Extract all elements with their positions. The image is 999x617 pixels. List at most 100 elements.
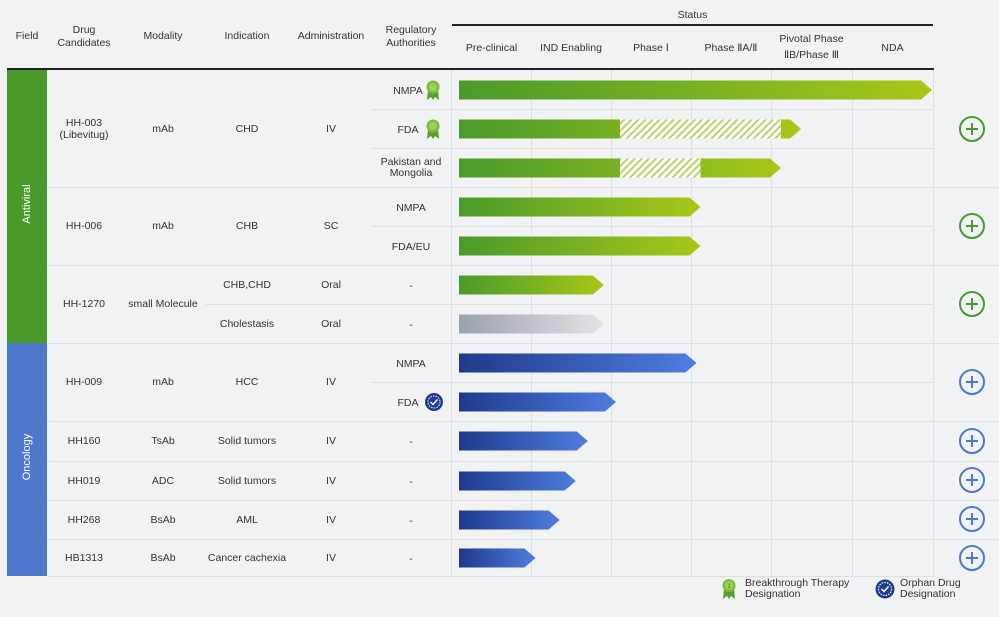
drug-administration: IV xyxy=(326,474,336,487)
drug-administration: SC xyxy=(323,219,339,232)
drug-name: HH160 xyxy=(67,435,101,448)
drug-name: HB1313 xyxy=(65,551,103,564)
pipeline-bar xyxy=(459,471,576,491)
breakthrough-icon: 1 xyxy=(722,579,736,599)
grid-stage-divider xyxy=(691,70,692,576)
grid-stage-divider xyxy=(852,70,853,576)
pipeline-bar-shape xyxy=(459,80,932,100)
expand-hh-003-button[interactable] xyxy=(959,116,985,142)
grid-col-divider xyxy=(451,70,452,576)
regulatory-authority-label: FDA xyxy=(398,124,419,136)
pipeline-bar-shape xyxy=(459,353,697,373)
pipeline-bar xyxy=(459,80,932,100)
drug-indication: AML xyxy=(236,513,258,526)
pipeline-bar xyxy=(459,119,802,139)
pipeline-bar-shape xyxy=(459,548,536,568)
subrow-divider xyxy=(206,304,933,305)
drug-name: HH268 xyxy=(67,513,101,526)
regulatory-authority-label: - xyxy=(409,436,413,448)
expand-hh-1270-button[interactable] xyxy=(959,291,985,317)
drug-modality: BsAb xyxy=(150,551,176,564)
field-band-antiviral: Antiviral xyxy=(7,70,47,343)
stage-header: Phase ⅡA/Ⅱ xyxy=(704,42,758,54)
orphan-drug-badge-icon xyxy=(425,393,443,411)
pipeline-bar-hatch xyxy=(620,119,781,139)
field-band-oncology: Oncology xyxy=(7,343,47,576)
drug-indication: CHB xyxy=(235,219,259,232)
drug-administration: Oral xyxy=(321,278,341,291)
svg-text:1: 1 xyxy=(727,584,731,590)
pipeline-bar-shape xyxy=(459,392,616,412)
regulatory-authority-label: FDA/EU xyxy=(392,241,431,253)
drug-modality: BsAb xyxy=(150,513,176,526)
header-field: Field xyxy=(15,30,39,42)
regulatory-authority-label: - xyxy=(409,553,413,565)
expand-hh268-button[interactable] xyxy=(959,506,985,532)
regulatory-authority-label: - xyxy=(409,515,413,527)
group-divider xyxy=(47,421,999,422)
legend-orphan-label: Orphan Drug Designation xyxy=(900,577,961,601)
pipeline-bar-shape xyxy=(459,314,604,334)
breakthrough-badge-icon xyxy=(426,119,440,139)
header-administration: Administration xyxy=(297,30,365,42)
drug-name: HH019 xyxy=(67,474,101,487)
expand-hh160-button[interactable] xyxy=(959,428,985,454)
header-modality: Modality xyxy=(143,30,183,42)
group-divider xyxy=(47,187,999,188)
group-divider xyxy=(47,576,934,577)
breakthrough-badge-icon xyxy=(426,80,440,100)
regulatory-authority-label: NMPA xyxy=(396,358,426,370)
drug-modality: mAb xyxy=(152,219,174,232)
drug-modality: mAb xyxy=(152,122,174,135)
pipeline-bar xyxy=(459,548,536,568)
regulatory-authority-label: - xyxy=(409,280,413,292)
drug-name: HH-1270 xyxy=(62,297,106,310)
pipeline-bar-shape xyxy=(459,197,701,217)
drug-administration: IV xyxy=(326,551,336,564)
drug-modality: mAb xyxy=(152,375,174,388)
grid-stage-divider xyxy=(611,70,612,576)
status-underline xyxy=(452,24,933,26)
stage-header: NDA xyxy=(881,42,904,54)
group-divider xyxy=(47,500,999,501)
expand-hh019-button[interactable] xyxy=(959,467,985,493)
regulatory-authority-label: NMPA xyxy=(396,202,426,214)
group-divider xyxy=(47,461,999,462)
expand-hh-006-button[interactable] xyxy=(959,213,985,239)
expand-hb1313-button[interactable] xyxy=(959,545,985,571)
drug-administration: IV xyxy=(326,513,336,526)
regulatory-authority-label: - xyxy=(409,319,413,331)
pipeline-bar xyxy=(459,314,604,334)
drug-indication: Solid tumors xyxy=(217,435,277,448)
subrow-divider xyxy=(372,148,933,149)
drug-administration: Oral xyxy=(321,317,341,330)
drug-modality: small Molecule xyxy=(128,297,198,310)
drug-administration: IV xyxy=(326,435,336,448)
pipeline-bar-hatch xyxy=(620,158,701,178)
pipeline-bar xyxy=(459,236,701,256)
pipeline-bar-shape xyxy=(459,431,588,451)
drug-name: HH-009 xyxy=(65,375,103,388)
grid-col-divider xyxy=(933,70,934,576)
drug-modality: ADC xyxy=(151,474,175,487)
header-status: Status xyxy=(677,9,708,21)
pipeline-bar-shape xyxy=(459,236,701,256)
subrow-divider xyxy=(372,109,933,110)
expand-hh-009-button[interactable] xyxy=(959,369,985,395)
regulatory-authority-label: - xyxy=(409,476,413,488)
pipeline-bar xyxy=(459,197,701,217)
drug-administration: IV xyxy=(326,375,336,388)
drug-indication: CHB,CHD xyxy=(223,278,271,291)
pipeline-bar xyxy=(459,510,560,530)
pipeline-bar xyxy=(459,158,781,178)
orphan-drug-icon xyxy=(875,579,895,599)
drug-indication: HCC xyxy=(235,375,259,388)
regulatory-authority-label: FDA xyxy=(398,397,419,409)
pipeline-bar xyxy=(459,431,588,451)
header-indication: Indication xyxy=(224,30,270,42)
group-divider xyxy=(47,539,999,540)
group-divider xyxy=(47,265,999,266)
drug-administration: IV xyxy=(326,122,336,135)
grid-stage-divider xyxy=(771,70,772,576)
